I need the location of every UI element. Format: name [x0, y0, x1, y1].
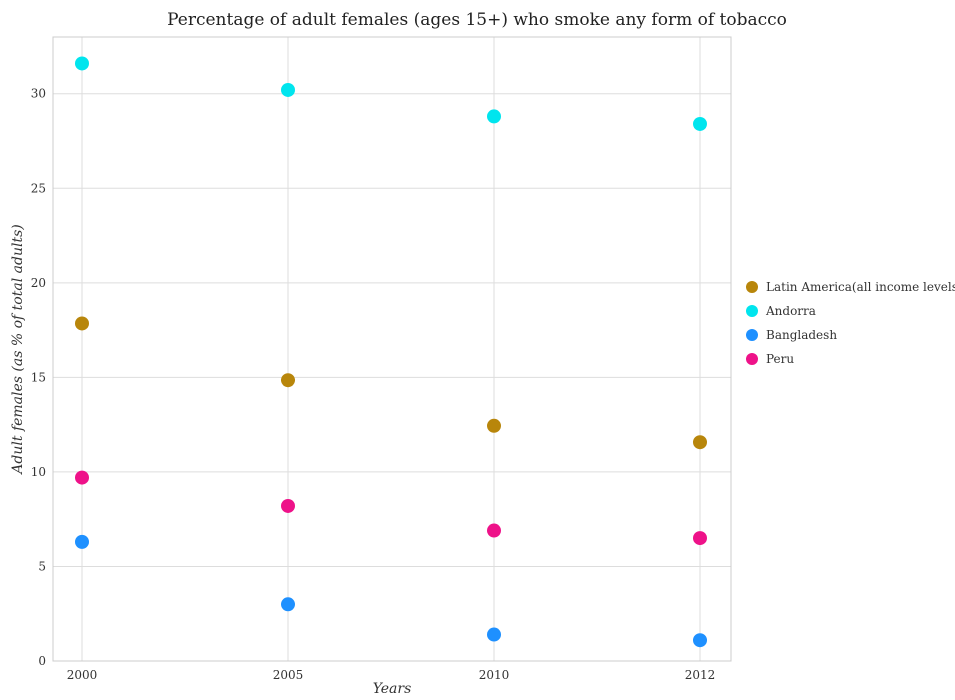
y-tick-label: 20: [31, 276, 46, 290]
legend-marker: [746, 305, 758, 317]
data-point: [75, 316, 89, 331]
data-point: [693, 116, 707, 131]
chart-title: Percentage of adult females (ages 15+) w…: [167, 10, 787, 30]
data-point: [281, 597, 295, 612]
data-point: [693, 435, 707, 450]
x-tick-label: 2010: [479, 668, 510, 682]
x-axis-ticks: 2000 2005 2010 2012: [67, 668, 716, 682]
legend-label: Latin America(all income levels): [766, 280, 955, 294]
legend-marker: [746, 353, 758, 365]
data-point: [281, 498, 295, 513]
legend-marker: [746, 281, 758, 293]
x-tick-label: 2012: [685, 668, 716, 682]
y-tick-label: 10: [31, 465, 46, 479]
series-latin-america-all-income-levels: [75, 316, 707, 450]
y-axis-title: Adult females (as % of total adults): [10, 224, 26, 475]
data-points: [75, 56, 707, 648]
legend-marker: [746, 329, 758, 341]
data-point: [487, 418, 501, 433]
data-point: [487, 109, 501, 124]
legend-label: Peru: [766, 352, 794, 366]
legend: Latin America(all income levels) Andorra B…: [746, 280, 955, 366]
series-andorra: [75, 56, 707, 131]
x-tick-label: 2000: [67, 668, 98, 682]
y-tick-label: 25: [31, 181, 46, 195]
plot-frame: [52, 36, 732, 662]
data-point: [693, 531, 707, 546]
data-point: [281, 82, 295, 97]
x-axis-title: Years: [373, 681, 412, 697]
data-point: [693, 633, 707, 648]
data-point: [281, 373, 295, 388]
y-tick-label: 0: [38, 654, 46, 668]
grid: [53, 37, 731, 662]
x-tick-label: 2005: [273, 668, 304, 682]
data-point: [487, 523, 501, 538]
series-peru: [75, 470, 707, 546]
data-point: [75, 470, 89, 485]
y-axis-ticks: 0 5 10 15 20 25 30: [31, 87, 46, 668]
data-point: [75, 534, 89, 549]
data-point: [487, 627, 501, 642]
legend-label: Andorra: [765, 304, 816, 318]
y-tick-label: 5: [38, 559, 46, 573]
y-tick-label: 15: [31, 370, 46, 384]
data-point: [75, 56, 89, 71]
legend-label: Bangladesh: [766, 328, 837, 342]
y-tick-label: 30: [31, 87, 46, 101]
series-bangladesh: [75, 534, 707, 648]
